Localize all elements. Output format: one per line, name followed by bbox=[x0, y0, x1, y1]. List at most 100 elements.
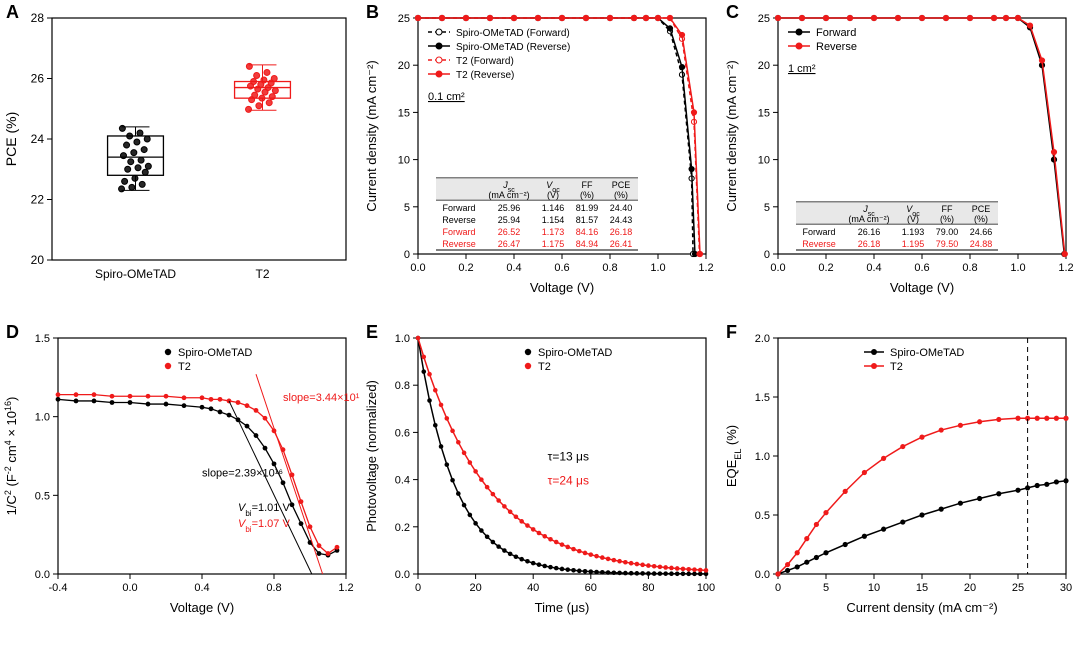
svg-text:Vbi=1.01 V: Vbi=1.01 V bbox=[238, 502, 290, 518]
svg-text:Spiro-OMeTAD: Spiro-OMeTAD bbox=[538, 347, 612, 359]
svg-text:1.175: 1.175 bbox=[542, 239, 565, 249]
panel-C: C0.00.20.40.60.81.01.20510152025Voltage … bbox=[720, 0, 1080, 300]
svg-text:10: 10 bbox=[868, 582, 880, 594]
panel-F: F0510152025300.00.51.01.52.0Current dens… bbox=[720, 320, 1080, 620]
svg-text:(%): (%) bbox=[940, 214, 954, 224]
svg-text:Reverse: Reverse bbox=[442, 239, 476, 249]
svg-text:0.4: 0.4 bbox=[194, 582, 209, 594]
svg-text:20: 20 bbox=[31, 253, 45, 267]
svg-text:Voltage (V): Voltage (V) bbox=[890, 280, 954, 295]
svg-text:τ=24 μs: τ=24 μs bbox=[548, 473, 589, 487]
svg-text:5: 5 bbox=[823, 582, 829, 594]
svg-text:2.0: 2.0 bbox=[755, 333, 770, 345]
svg-text:1.0: 1.0 bbox=[395, 333, 410, 345]
svg-text:25.94: 25.94 bbox=[498, 215, 521, 225]
svg-text:Forward: Forward bbox=[442, 203, 475, 213]
svg-text:EQEEL (%): EQEEL (%) bbox=[724, 425, 743, 487]
svg-text:T2 (Reverse): T2 (Reverse) bbox=[456, 70, 514, 81]
panel-label-E: E bbox=[366, 322, 378, 343]
svg-text:0: 0 bbox=[775, 582, 781, 594]
svg-text:Forward: Forward bbox=[802, 227, 835, 237]
svg-text:Spiro-OMeTAD: Spiro-OMeTAD bbox=[890, 347, 964, 359]
svg-text:T2: T2 bbox=[178, 361, 191, 373]
svg-text:22: 22 bbox=[31, 193, 45, 207]
svg-text:T2: T2 bbox=[255, 267, 269, 281]
svg-text:28: 28 bbox=[31, 11, 45, 25]
svg-text:Vbi=1.07 V: Vbi=1.07 V bbox=[238, 518, 290, 534]
svg-text:79.50: 79.50 bbox=[936, 239, 959, 249]
svg-text:40: 40 bbox=[527, 582, 539, 594]
svg-text:26: 26 bbox=[31, 72, 45, 86]
svg-text:0: 0 bbox=[404, 249, 410, 261]
svg-text:0.4: 0.4 bbox=[506, 262, 521, 274]
svg-text:26.52: 26.52 bbox=[498, 227, 521, 237]
svg-text:20: 20 bbox=[964, 582, 976, 594]
svg-text:1.0: 1.0 bbox=[650, 262, 665, 274]
svg-text:-0.4: -0.4 bbox=[49, 582, 68, 594]
svg-text:(%): (%) bbox=[974, 214, 988, 224]
svg-text:0.6: 0.6 bbox=[554, 262, 569, 274]
svg-text:1.193: 1.193 bbox=[902, 227, 925, 237]
svg-text:1.2: 1.2 bbox=[338, 582, 353, 594]
svg-text:79.00: 79.00 bbox=[936, 227, 959, 237]
svg-text:0.4: 0.4 bbox=[395, 475, 410, 487]
svg-text:1.2: 1.2 bbox=[698, 262, 713, 274]
svg-text:1/C2 (F-2 cm4 × 1016): 1/C2 (F-2 cm4 × 1016) bbox=[3, 397, 19, 516]
svg-text:24.88: 24.88 bbox=[970, 239, 993, 249]
svg-text:25: 25 bbox=[1012, 582, 1024, 594]
chart-B: 0.00.20.40.60.81.01.20510152025Voltage (… bbox=[360, 0, 720, 300]
svg-text:24.40: 24.40 bbox=[610, 203, 633, 213]
panel-label-A: A bbox=[6, 2, 19, 23]
svg-text:Forward: Forward bbox=[816, 27, 856, 39]
svg-text:15: 15 bbox=[398, 107, 410, 119]
svg-text:0.0: 0.0 bbox=[122, 582, 137, 594]
svg-text:0: 0 bbox=[764, 249, 770, 261]
chart-A: 2022242628PCE (%)Spiro-OMeTADT2 bbox=[0, 0, 360, 300]
svg-text:0.8: 0.8 bbox=[266, 582, 281, 594]
svg-text:Current density (mA cm⁻²): Current density (mA cm⁻²) bbox=[364, 60, 379, 211]
svg-text:Spiro-OMeTAD (Forward): Spiro-OMeTAD (Forward) bbox=[456, 28, 570, 39]
svg-text:24.43: 24.43 bbox=[610, 215, 633, 225]
svg-text:0.8: 0.8 bbox=[395, 380, 410, 392]
svg-text:80: 80 bbox=[642, 582, 654, 594]
svg-text:81.57: 81.57 bbox=[576, 215, 599, 225]
chart-D: -0.40.00.40.81.20.00.51.01.5Voltage (V)1… bbox=[0, 320, 360, 620]
svg-text:T2: T2 bbox=[538, 361, 551, 373]
svg-text:26.18: 26.18 bbox=[610, 227, 633, 237]
svg-text:0.1 cm²: 0.1 cm² bbox=[428, 91, 465, 103]
svg-text:1.0: 1.0 bbox=[35, 412, 50, 424]
svg-text:100: 100 bbox=[697, 582, 715, 594]
svg-text:0.2: 0.2 bbox=[818, 262, 833, 274]
svg-text:0.0: 0.0 bbox=[35, 569, 50, 581]
svg-text:0.6: 0.6 bbox=[914, 262, 929, 274]
svg-text:Spiro-OMeTAD (Reverse): Spiro-OMeTAD (Reverse) bbox=[456, 42, 570, 53]
inset-table-C: Jsc(mA cm⁻²)Voc(V)FF(%)PCE(%)Forward26.1… bbox=[796, 202, 998, 250]
svg-text:(%): (%) bbox=[580, 190, 594, 200]
svg-text:1.0: 1.0 bbox=[1010, 262, 1025, 274]
svg-text:0.2: 0.2 bbox=[395, 522, 410, 534]
panel-label-C: C bbox=[726, 2, 739, 23]
svg-text:10: 10 bbox=[758, 155, 770, 167]
svg-text:Voltage (V): Voltage (V) bbox=[530, 280, 594, 295]
svg-text:15: 15 bbox=[758, 107, 770, 119]
svg-text:84.94: 84.94 bbox=[576, 239, 599, 249]
svg-text:0.0: 0.0 bbox=[755, 569, 770, 581]
svg-text:1 cm²: 1 cm² bbox=[788, 63, 816, 75]
svg-text:Current density (mA cm⁻²): Current density (mA cm⁻²) bbox=[846, 600, 997, 615]
svg-text:Forward: Forward bbox=[442, 227, 475, 237]
svg-text:24.66: 24.66 bbox=[970, 227, 993, 237]
svg-text:(mA cm⁻²): (mA cm⁻²) bbox=[488, 190, 529, 200]
svg-text:slope=2.39×10¹⁶: slope=2.39×10¹⁶ bbox=[202, 467, 283, 479]
svg-text:0.0: 0.0 bbox=[395, 569, 410, 581]
svg-text:slope=3.44×10¹⁶: slope=3.44×10¹⁶ bbox=[283, 392, 360, 404]
svg-text:1.2: 1.2 bbox=[1058, 262, 1073, 274]
panel-D: D-0.40.00.40.81.20.00.51.01.5Voltage (V)… bbox=[0, 320, 360, 620]
svg-text:30: 30 bbox=[1060, 582, 1072, 594]
svg-text:0.0: 0.0 bbox=[770, 262, 785, 274]
svg-text:24: 24 bbox=[31, 132, 45, 146]
svg-text:0.4: 0.4 bbox=[866, 262, 881, 274]
svg-text:26.47: 26.47 bbox=[498, 239, 521, 249]
svg-text:5: 5 bbox=[764, 202, 770, 214]
svg-text:Reverse: Reverse bbox=[802, 239, 836, 249]
chart-C: 0.00.20.40.60.81.01.20510152025Voltage (… bbox=[720, 0, 1080, 300]
